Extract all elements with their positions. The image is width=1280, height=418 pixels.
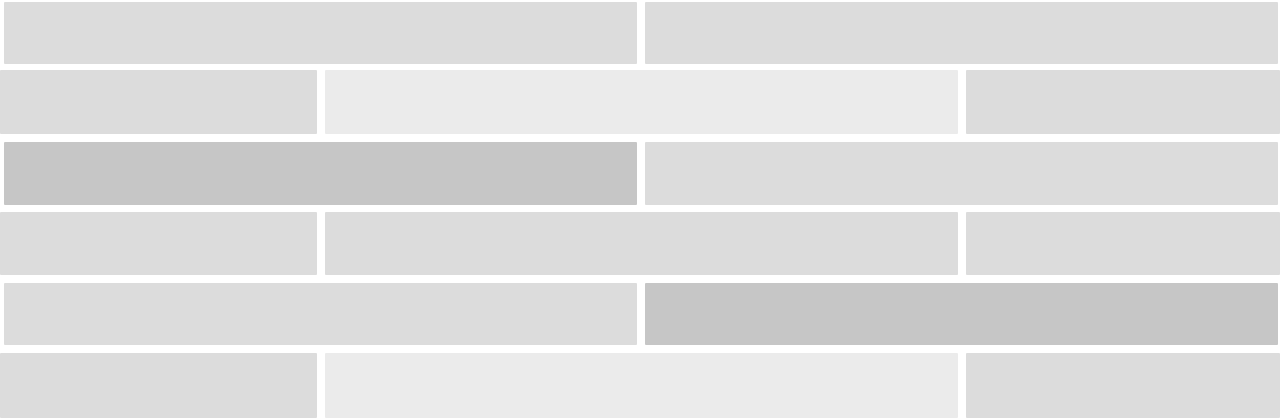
- skeleton-block: [4, 2, 637, 64]
- skeleton-row-2: [0, 70, 1280, 134]
- skeleton-block: [966, 212, 1280, 275]
- skeleton-block: [4, 142, 637, 205]
- skeleton-block: [645, 2, 1278, 64]
- skeleton-row-1: [0, 2, 1280, 64]
- skeleton-row-3: [0, 142, 1280, 205]
- skeleton-block: [325, 212, 958, 275]
- skeleton-block: [0, 353, 317, 418]
- skeleton-row-4: [0, 212, 1280, 275]
- skeleton-row-6: [0, 353, 1280, 418]
- skeleton-block: [966, 70, 1280, 134]
- skeleton-block: [645, 142, 1278, 205]
- skeleton-block: [4, 283, 637, 345]
- skeleton-block: [645, 283, 1278, 345]
- skeleton-block: [0, 70, 317, 134]
- skeleton-row-5: [0, 283, 1280, 345]
- skeleton-block: [325, 353, 958, 418]
- skeleton-block: [325, 70, 958, 134]
- skeleton-block: [0, 212, 317, 275]
- skeleton-block: [966, 353, 1280, 418]
